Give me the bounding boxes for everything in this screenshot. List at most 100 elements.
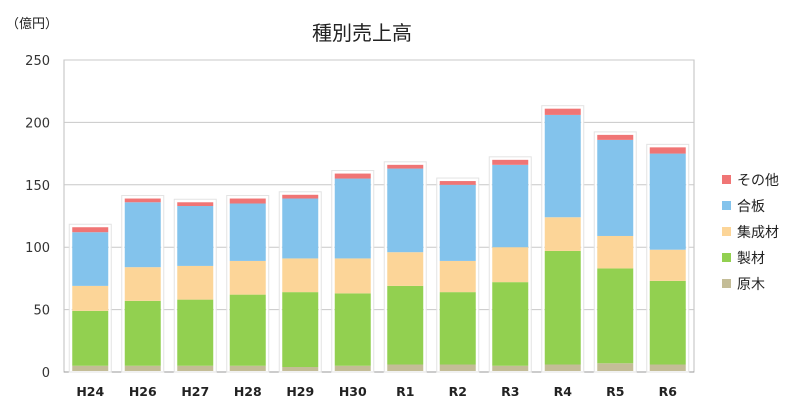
bar-stack [593,131,637,373]
x-tick-label: H27 [181,384,209,399]
bar-segment [282,367,319,372]
bar-segment [334,258,371,294]
bar-segment [177,299,214,366]
y-tick-label: 100 [25,241,50,256]
legend-swatch [722,175,731,184]
legend-label: その他 [737,173,779,189]
y-tick-label: 250 [25,54,50,69]
bar-segment [387,364,424,372]
x-tick-label: H30 [339,384,367,399]
legend-swatch [722,253,731,262]
legend-swatch [722,227,731,236]
y-tick-label: 0 [42,366,50,381]
bar-shadow-outline [173,198,217,373]
bar-shadow-outline [593,131,637,373]
bar-segment [334,173,371,179]
bar-stack [331,170,375,373]
bar-segment [229,294,266,366]
bar-segment [597,139,634,236]
bar-segment [334,293,371,366]
bar-segment [282,198,319,259]
bar-segment [649,249,686,281]
y-axis-ticks: 0 50 100 150 200 250 [25,54,50,381]
bar-segment [492,365,529,372]
bar-segment [492,282,529,366]
bar-segment [72,232,109,286]
bar-stack [646,143,690,373]
bar-stack [121,195,165,373]
x-tick-label: H26 [129,384,157,399]
gridlines [63,59,695,373]
x-tick-label: H24 [76,384,104,399]
bar-segment [649,364,686,372]
bar-shadow-outline [488,156,532,373]
bar-shadow-outline [68,223,112,373]
bar-segment [177,365,214,372]
bars [68,105,690,373]
bar-segment [387,168,424,253]
bar-segment [492,164,529,248]
bar-segment [649,153,686,250]
bar-shadow-outline [331,170,375,373]
bar-segment [597,268,634,364]
bar-shadow-outline [278,191,322,373]
bar-segment [387,252,424,286]
bar-stack [383,161,427,373]
bar-shadow-outline [541,105,585,373]
x-tick-label: R2 [449,384,467,399]
bar-segment [439,184,476,261]
bar-shadow-outline [226,195,270,373]
bar-segment [124,300,161,366]
x-tick-label: R5 [606,384,624,399]
legend-label: 集成材 [737,224,779,241]
bar-segment [544,250,581,365]
legend-label: 製材 [737,251,765,267]
x-tick-label: R4 [554,384,573,399]
bar-segment [439,364,476,372]
bar-shadow-outline [646,143,690,373]
bar-segment [177,202,214,207]
bar-segment [282,194,319,199]
bar-segment [229,198,266,204]
legend-label: 合板 [737,199,765,215]
bar-segment [72,310,109,366]
bar-segment [597,363,634,372]
bar-segment [649,147,686,154]
bar-segment [544,108,581,115]
x-tick-label: H28 [234,384,262,399]
bar-segment [124,365,161,372]
y-tick-label: 50 [33,304,50,319]
bar-segment [72,285,109,311]
legend-swatch [722,279,731,288]
bar-segment [439,181,476,185]
bar-segment [387,285,424,365]
bar-stack [436,177,480,373]
bar-segment [72,227,109,233]
x-tick-label: H29 [286,384,314,399]
bar-segment [282,292,319,368]
bar-segment [544,217,581,251]
bar-stack [541,105,585,373]
bar-segment [124,198,161,203]
bar-segment [597,134,634,140]
bar-segment [124,267,161,301]
bar-segment [229,365,266,372]
bar-stack [68,223,112,373]
x-axis-ticks: H24 H26 H27 H28 H29 H30 R1 R2 R3 R4 R5 R6 [76,384,677,399]
bar-segment [282,258,319,293]
legend-label: 原木 [737,277,765,293]
y-tick-label: 150 [25,179,50,194]
legend-swatch [722,201,731,210]
bar-shadow-outline [436,177,480,373]
x-tick-label: R6 [659,384,678,399]
bar-segment [72,365,109,372]
bar-segment [177,206,214,266]
bar-segment [177,265,214,300]
y-axis-unit-label: （億円） [6,16,58,32]
bar-segment [124,202,161,268]
bar-stack [278,191,322,373]
bar-shadow-outline [383,161,427,373]
bar-segment [334,178,371,259]
x-tick-label: R1 [396,384,414,399]
bar-stack [226,195,270,373]
